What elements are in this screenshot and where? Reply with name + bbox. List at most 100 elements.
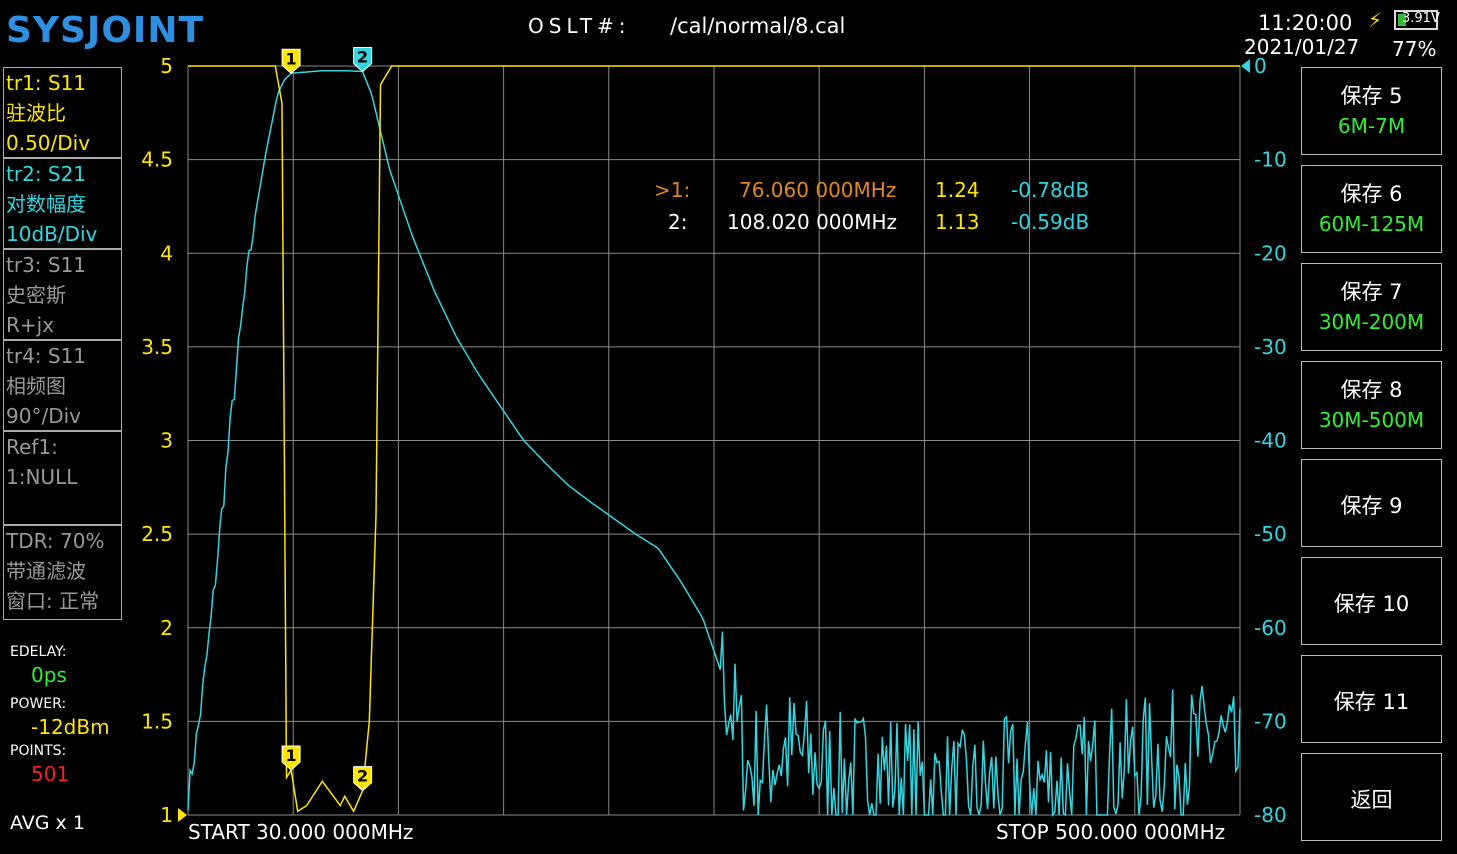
- marker-1-freq: 76.060 000MHz: [739, 178, 897, 202]
- power-value[interactable]: -12dBm: [31, 715, 110, 739]
- ref-box[interactable]: Ref1: 1:NULL: [3, 431, 122, 525]
- power-label: POWER:: [10, 696, 67, 712]
- trace-3-format: 史密斯: [6, 283, 66, 307]
- marker-2-db: -0.59dB: [1011, 210, 1090, 234]
- cal-file-path[interactable]: /cal/normal/8.cal: [670, 14, 846, 38]
- y-left-tick-label: 4.5: [141, 148, 173, 172]
- y-right-tick-label: -40: [1254, 429, 1287, 453]
- save-5-range: 6M-7M: [1337, 114, 1406, 138]
- save-10-title: 保存 10: [1333, 592, 1410, 616]
- trace-2-scale: 10dB/Div: [6, 222, 98, 246]
- clock-date: 2021/01/27: [1244, 35, 1360, 59]
- marker-2-swr: 1.13: [935, 210, 980, 234]
- save-8-title: 保存 8: [1340, 378, 1403, 402]
- trace-3-scale: R+jx: [6, 313, 55, 337]
- trace-2-box[interactable]: tr2: S21 对数幅度 10dB/Div: [3, 158, 122, 249]
- avg-value[interactable]: AVG x 1: [10, 812, 85, 834]
- trace-3-box[interactable]: tr3: S11 史密斯 R+jx: [3, 249, 122, 340]
- back-button[interactable]: 返回: [1301, 753, 1442, 841]
- y-left-tick-label: 1.5: [141, 709, 173, 733]
- y-right-tick-label: 0: [1254, 54, 1267, 78]
- points-label: POINTS:: [10, 743, 67, 759]
- ref-line-2: 1:NULL: [6, 465, 78, 489]
- save-9-button[interactable]: 保存 9: [1301, 459, 1442, 547]
- y-right-axis: 0 -10 -20 -30 -40 -50 -60 -70 -80: [1241, 54, 1287, 827]
- y-right-tick-label: -20: [1254, 241, 1287, 265]
- marker-2-bottom-label: 2: [357, 767, 368, 786]
- trace-4-box[interactable]: tr4: S11 相频图 90°/Div: [3, 340, 122, 431]
- marker-1-swr: 1.24: [935, 178, 980, 202]
- y-right-tick-label: -10: [1254, 148, 1287, 172]
- trace-4-format: 相频图: [6, 374, 66, 398]
- save-7-range: 30M-200M: [1318, 310, 1425, 334]
- trace-2-format: 对数幅度: [6, 192, 86, 216]
- marker-1-top-label: 1: [286, 49, 297, 68]
- ref-line-1: Ref1:: [6, 435, 58, 459]
- tdr-line-1: TDR: 70%: [6, 529, 105, 553]
- battery-percent: 77%: [1392, 37, 1437, 61]
- tdr-line-3: 窗口: 正常: [6, 589, 100, 613]
- save-7-title: 保存 7: [1340, 280, 1403, 304]
- y-left-tick-label: 2: [160, 616, 173, 640]
- s21-trace: [187, 69, 1241, 818]
- edelay-label: EDELAY:: [10, 644, 67, 660]
- save-5-button[interactable]: 保存 5 6M-7M: [1301, 67, 1442, 155]
- sweep-start[interactable]: START 30.000 000MHz: [188, 820, 414, 844]
- y-left-axis: 5 4.5 4 3.5 3 2.5 2 1.5 1: [141, 54, 187, 827]
- save-6-title: 保存 6: [1340, 182, 1403, 206]
- marker-1-top-flag-icon: [281, 48, 301, 74]
- ref-left-arrow-icon: [178, 808, 187, 822]
- marker-2-freq: 108.020 000MHz: [727, 210, 898, 234]
- ref-right-arrow-icon: [1241, 59, 1250, 73]
- y-right-tick-label: -50: [1254, 522, 1287, 546]
- y-left-tick-label: 1: [160, 803, 173, 827]
- y-right-tick-label: -70: [1254, 709, 1287, 733]
- trace-2-name: tr2: S21: [6, 162, 87, 186]
- cal-label: OSLT#:: [528, 14, 631, 38]
- sweep-stop[interactable]: STOP 500.000 000MHz: [996, 820, 1226, 844]
- trace-1-name: tr1: S11: [6, 71, 87, 95]
- save-6-range: 60M-125M: [1318, 212, 1425, 236]
- tdr-line-2: 带通滤波: [6, 559, 86, 583]
- trace-1-box[interactable]: tr1: S11 驻波比 0.50/Div: [3, 67, 122, 158]
- battery-icon: 3.91V: [1394, 10, 1440, 30]
- chart-markers: 1 1 2 2: [281, 47, 373, 792]
- back-title: 返回: [1350, 788, 1393, 812]
- save-6-button[interactable]: 保存 6 60M-125M: [1301, 165, 1442, 253]
- points-value[interactable]: 501: [31, 762, 70, 786]
- marker-1-prefix: >1:: [654, 178, 691, 202]
- trace-1-format: 驻波比: [6, 101, 66, 125]
- save-11-button[interactable]: 保存 11: [1301, 655, 1442, 743]
- battery-voltage: 3.91V: [1402, 11, 1440, 26]
- y-right-tick-label: -80: [1254, 803, 1287, 827]
- marker-1-bottom-label: 1: [286, 746, 297, 765]
- save-11-title: 保存 11: [1333, 690, 1410, 714]
- charging-bolt-icon: ⚡: [1368, 8, 1383, 32]
- save-5-title: 保存 5: [1340, 84, 1403, 108]
- tdr-box[interactable]: TDR: 70% 带通滤波 窗口: 正常: [3, 525, 122, 620]
- save-10-button[interactable]: 保存 10: [1301, 557, 1442, 645]
- chart-traces: [187, 65, 1241, 818]
- y-left-tick-label: 5: [160, 54, 173, 78]
- y-right-tick-label: -60: [1254, 616, 1287, 640]
- y-left-tick-label: 3: [160, 429, 173, 453]
- trace-4-scale: 90°/Div: [6, 404, 81, 428]
- marker-2-bottom-flag-icon: [353, 766, 373, 792]
- trace-3-name: tr3: S11: [6, 253, 87, 277]
- save-8-range: 30M-500M: [1318, 408, 1425, 432]
- edelay-value[interactable]: 0ps: [31, 663, 67, 687]
- marker-1-db: -0.78dB: [1011, 178, 1090, 202]
- save-8-button[interactable]: 保存 8 30M-500M: [1301, 361, 1442, 449]
- logo: SYSJOINT: [6, 10, 205, 51]
- marker-2-top-flag-icon: [353, 47, 373, 73]
- marker-2-top-label: 2: [357, 48, 368, 67]
- y-left-tick-label: 2.5: [141, 522, 173, 546]
- save-7-button[interactable]: 保存 7 30M-200M: [1301, 263, 1442, 351]
- y-right-tick-label: -30: [1254, 335, 1287, 359]
- y-left-tick-label: 4: [160, 241, 173, 265]
- clock-time: 11:20:00: [1258, 11, 1353, 35]
- trace-1-scale: 0.50/Div: [6, 131, 91, 155]
- trace-4-name: tr4: S11: [6, 344, 87, 368]
- y-left-tick-label: 3.5: [141, 335, 173, 359]
